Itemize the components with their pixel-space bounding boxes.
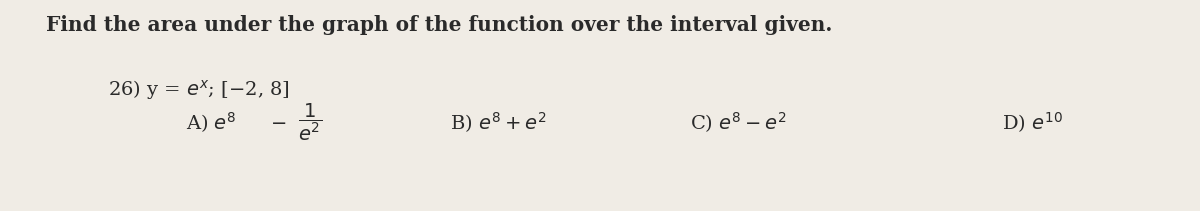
Text: 26) y = $e^x$; [−2, 8]: 26) y = $e^x$; [−2, 8] — [108, 78, 290, 102]
Text: C) $e^8 - e^2$: C) $e^8 - e^2$ — [690, 110, 787, 135]
Text: B) $e^8 + e^2$: B) $e^8 + e^2$ — [450, 110, 546, 135]
Text: $\dfrac{1}{e^2}$: $\dfrac{1}{e^2}$ — [298, 101, 322, 143]
Text: A) $e^8$: A) $e^8$ — [186, 110, 236, 135]
Text: $-$: $-$ — [270, 113, 287, 131]
Text: Find the area under the graph of the function over the interval given.: Find the area under the graph of the fun… — [46, 15, 832, 35]
Text: D) $e^{10}$: D) $e^{10}$ — [1002, 110, 1063, 135]
